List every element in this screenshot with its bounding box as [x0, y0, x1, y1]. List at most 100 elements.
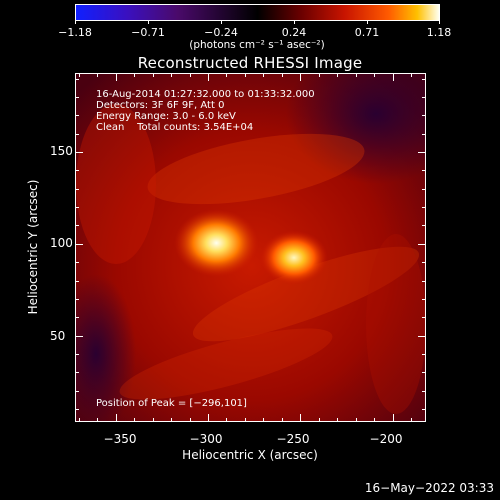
- axis-tick: [134, 418, 136, 422]
- axis-tick: [422, 390, 426, 392]
- y-tick-label: 50: [50, 329, 66, 343]
- axis-tick: [75, 262, 79, 264]
- axis-tick: [318, 418, 320, 422]
- axis-tick: [392, 73, 394, 81]
- axis-tick: [422, 372, 426, 374]
- emission-source: [174, 209, 259, 277]
- colorbar-tick: [148, 20, 149, 24]
- timestamp: 16−May−2022 03:33: [364, 481, 494, 495]
- axis-tick: [115, 73, 117, 81]
- axis-tick: [355, 73, 357, 77]
- axis-tick: [75, 207, 79, 209]
- axis-tick: [189, 73, 191, 77]
- axis-tick: [75, 225, 79, 227]
- axis-tick: [134, 73, 136, 77]
- axis-tick: [75, 280, 79, 282]
- info-time-range: 16-Aug-2014 01:27:32.000 to 01:33:32.000: [96, 89, 315, 100]
- axis-tick: [244, 418, 246, 422]
- axis-tick: [300, 73, 302, 81]
- axis-tick: [75, 170, 79, 172]
- axis-tick: [78, 73, 80, 77]
- axis-tick: [115, 414, 117, 422]
- axis-tick: [152, 73, 154, 77]
- peak-position: Position of Peak = [−296,101]: [96, 398, 247, 409]
- axis-tick: [355, 418, 357, 422]
- x-tick-label: −350: [103, 432, 137, 446]
- axis-tick: [75, 243, 83, 245]
- axis-tick: [418, 151, 426, 153]
- axis-tick: [422, 133, 426, 135]
- colorbar: [75, 4, 440, 21]
- axis-tick: [97, 418, 99, 422]
- colorbar-tick: [75, 20, 76, 24]
- image-title: Reconstructed RHESSI Image: [137, 54, 363, 72]
- colorbar-tick: [439, 20, 440, 24]
- axis-tick: [418, 243, 426, 245]
- axis-tick: [75, 78, 79, 80]
- axis-tick: [75, 115, 79, 117]
- axis-tick: [411, 418, 413, 422]
- axis-tick: [78, 418, 80, 422]
- axis-tick: [422, 115, 426, 117]
- info-clean-counts: Clean Total counts: 3.54E+04: [96, 122, 254, 133]
- axis-tick: [422, 170, 426, 172]
- axis-tick: [75, 151, 83, 153]
- axis-tick: [422, 96, 426, 98]
- axis-tick: [263, 73, 265, 77]
- axis-tick: [75, 390, 79, 392]
- colorbar-tick-label: 0.24: [281, 26, 307, 39]
- axis-tick: [281, 418, 283, 422]
- x-tick-label: −250: [276, 432, 310, 446]
- axis-tick: [318, 73, 320, 77]
- colorbar-tick-label: −1.18: [58, 26, 92, 39]
- rhessi-image-plot: 16-Aug-2014 01:27:32.000 to 01:33:32.000…: [75, 73, 426, 422]
- colorbar-tick-label: −0.71: [131, 26, 165, 39]
- axis-tick: [171, 73, 173, 77]
- axis-tick: [75, 133, 79, 135]
- axis-tick: [422, 354, 426, 356]
- axis-tick: [422, 298, 426, 300]
- axis-tick: [422, 262, 426, 264]
- axis-tick: [97, 73, 99, 77]
- axis-tick: [75, 409, 79, 411]
- colorbar-tick-label: 0.71: [354, 26, 380, 39]
- axis-tick: [263, 418, 265, 422]
- axis-tick: [75, 317, 79, 319]
- axis-tick: [422, 188, 426, 190]
- axis-tick: [208, 414, 209, 422]
- axis-tick: [75, 298, 79, 300]
- axis-tick: [244, 73, 246, 77]
- axis-tick: [392, 414, 394, 422]
- axis-tick: [411, 73, 413, 77]
- axis-tick: [422, 207, 426, 209]
- axis-tick: [208, 73, 209, 81]
- y-tick-label: 100: [50, 236, 73, 250]
- axis-tick: [171, 418, 173, 422]
- axis-tick: [374, 418, 376, 422]
- axis-tick: [337, 418, 339, 422]
- colorbar-tick-label: −0.24: [204, 26, 238, 39]
- axis-tick: [75, 96, 79, 98]
- axis-tick: [281, 73, 283, 77]
- axis-tick: [337, 73, 339, 77]
- colorbar-tick: [221, 20, 222, 24]
- axis-tick: [300, 414, 302, 422]
- axis-tick: [418, 335, 426, 337]
- colorbar-units: (photons cm⁻² s⁻¹ asec⁻²): [189, 39, 325, 51]
- axis-tick: [189, 418, 191, 422]
- axis-tick: [422, 225, 426, 227]
- x-axis-label: Heliocentric X (arcsec): [182, 448, 318, 462]
- axis-tick: [374, 73, 376, 77]
- axis-tick: [422, 280, 426, 282]
- colorbar-tick: [367, 20, 368, 24]
- axis-tick: [226, 73, 228, 77]
- y-axis-label: Heliocentric Y (arcsec): [26, 179, 40, 315]
- axis-tick: [152, 418, 154, 422]
- info-detectors: Detectors: 3F 6F 9F, Att 0: [96, 100, 225, 111]
- axis-tick: [75, 335, 83, 337]
- colorbar-tick-label: 1.18: [426, 26, 452, 39]
- info-energy-range: Energy Range: 3.0 - 6.0 keV: [96, 111, 236, 122]
- axis-tick: [75, 354, 79, 356]
- y-tick-label: 150: [50, 144, 73, 158]
- rhessi-image: [76, 74, 425, 421]
